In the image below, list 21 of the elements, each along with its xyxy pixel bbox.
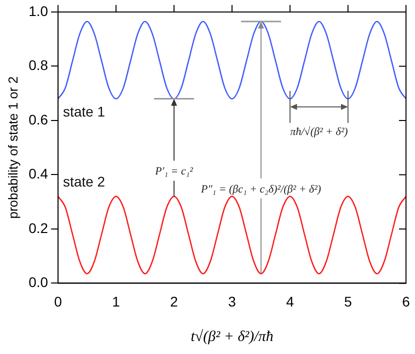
y-axis-title: probability of state 1 or 2 [5,76,20,219]
annotation: P″₁ = (βc₁ + c₂δ)²/(β² + δ²) [200,183,322,196]
x-tick-label: 5 [344,293,352,310]
x-tick-label: 6 [402,293,410,310]
y-tick-label: 0.8 [28,57,48,74]
x-tick-label: 1 [112,293,120,310]
annotation: P′₁ = c₁² [154,166,194,178]
y-tick-label: 0.0 [28,274,48,290]
y-tick-label: 1.0 [28,2,48,19]
line-series [58,196,406,274]
y-tick-label: 0.4 [28,166,48,182]
x-axis-title: t√(β² + δ²)/πħ [190,328,274,345]
annotation: πħ/√(β² + δ²) [290,126,348,138]
y-tick-label: 0.6 [28,111,48,128]
series-label: state 2 [63,173,106,190]
x-tick-label: 2 [170,293,178,310]
x-tick-label: 0 [54,293,62,310]
series-label: state 1 [63,104,106,120]
y-tick-label: 0.2 [28,220,48,236]
x-tick-label: 3 [228,293,236,310]
x-tick-label: 4 [286,293,294,310]
